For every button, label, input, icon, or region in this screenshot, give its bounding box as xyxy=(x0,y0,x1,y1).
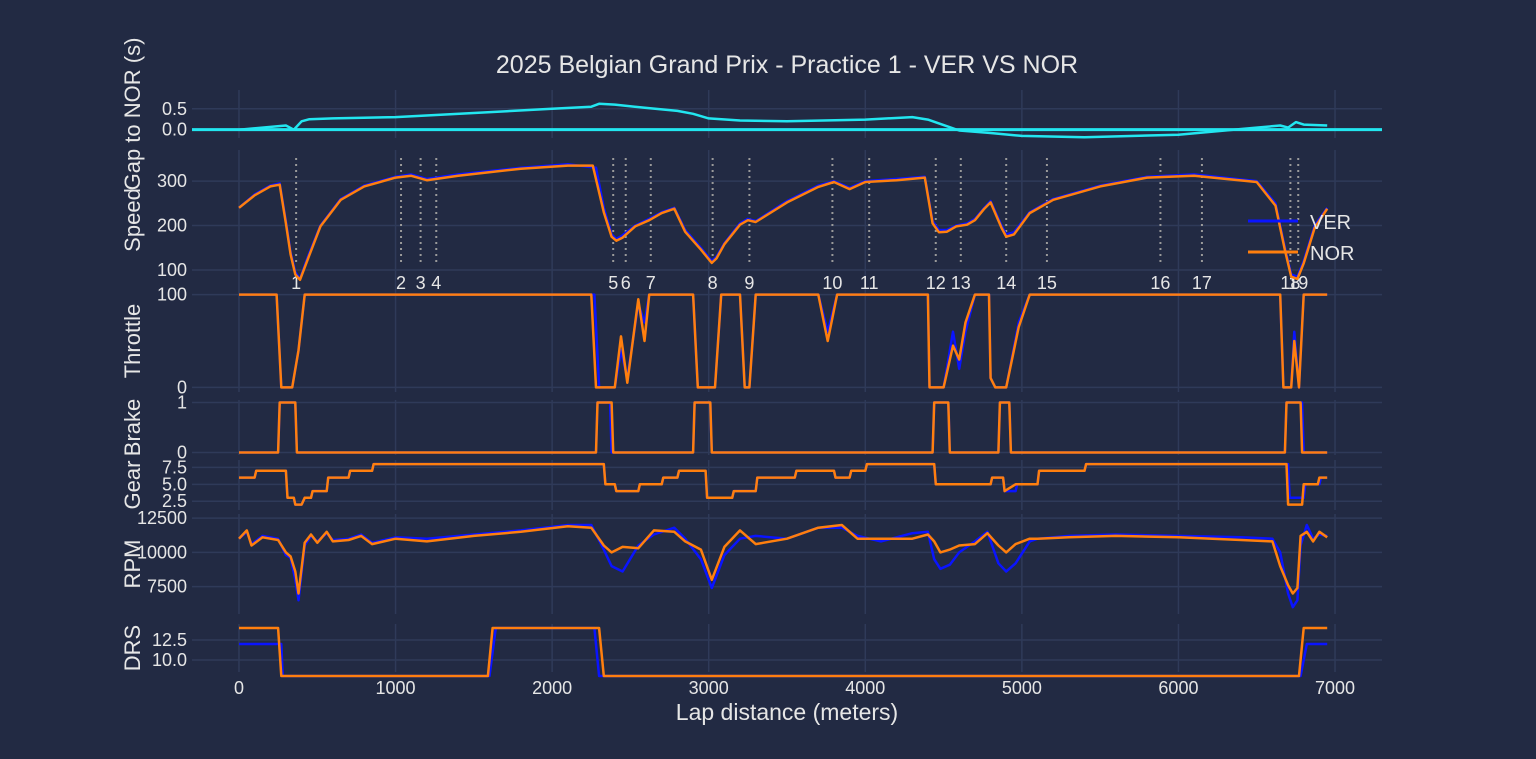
panel-gear: 2.55.07.5 Gear xyxy=(120,457,1382,511)
panel-rpm: 7500 10000 12500 RPM xyxy=(120,508,1382,614)
corner-label: 16 xyxy=(1150,273,1170,293)
corner-label: 15 xyxy=(1037,273,1057,293)
gap-ytick-label: 0.5 xyxy=(162,99,187,119)
x-tick-label: 1000 xyxy=(376,678,416,698)
ver-drs-line xyxy=(239,626,1328,678)
throttle-axis-label: Throttle xyxy=(120,304,145,379)
drs-ytick-label: 12.5 xyxy=(152,630,187,650)
corner-label: 11 xyxy=(860,273,879,293)
gap-gap-line xyxy=(238,102,1328,139)
legend-label-ver: VER xyxy=(1310,212,1351,234)
legend: VER NOR xyxy=(1248,212,1354,265)
x-tick-label: 2000 xyxy=(532,678,572,698)
nor-gear-line xyxy=(239,462,1328,506)
corner-label: 2 xyxy=(396,273,406,293)
rpm-axis-label: RPM xyxy=(120,540,145,589)
gear-axis-label: Gear xyxy=(120,461,145,510)
x-tick-label: 4000 xyxy=(845,678,885,698)
legend-label-nor: NOR xyxy=(1310,243,1354,265)
x-tick-label: 6000 xyxy=(1158,678,1198,698)
x-tick-label: 3000 xyxy=(689,678,729,698)
x-axis: 0 1000 2000 3000 4000 5000 6000 7000 xyxy=(234,678,1355,698)
rpm-ytick-label: 10000 xyxy=(137,542,187,562)
gear-ytick-label: 2.5 xyxy=(162,491,187,511)
drs-axis-label: DRS xyxy=(120,625,145,671)
brake-ytick-label: 1 xyxy=(177,393,187,413)
nor-rpm-line xyxy=(238,523,1328,595)
brake-ytick-label: 0 xyxy=(177,443,187,463)
corner-label: 1 xyxy=(291,273,301,293)
gap-ytick-label: 0.0 xyxy=(162,120,187,140)
brake-axis-label: Brake xyxy=(120,399,145,456)
rpm-ytick-label: 12500 xyxy=(137,508,187,528)
speed-ytick-label: 100 xyxy=(157,260,187,280)
x-tick-label: 0 xyxy=(234,678,244,698)
nor-brake-line xyxy=(239,401,1328,454)
throttle-ytick-label: 100 xyxy=(157,285,187,305)
panel-throttle: 0 100 Throttle xyxy=(120,285,1382,397)
x-tick-label: 7000 xyxy=(1315,678,1355,698)
nor-drs-line xyxy=(239,626,1328,678)
rpm-ytick-label: 7500 xyxy=(147,577,187,597)
panel-gap: 0.00.5 Gap to NOR (s) xyxy=(120,38,1382,191)
throttle-ytick-label: 0 xyxy=(177,377,187,397)
corner-label: 3 xyxy=(416,273,426,293)
corner-label: 13 xyxy=(951,273,971,293)
gear-ytick-label: 7.5 xyxy=(162,457,187,477)
panel-drs: 10.012.5 DRS xyxy=(120,624,1382,678)
speed-ytick-label: 300 xyxy=(157,171,187,191)
ver-brake-line xyxy=(239,401,1328,454)
corner-label: 12 xyxy=(926,273,946,293)
drs-ytick-label: 10.0 xyxy=(152,650,187,670)
corner-label: 10 xyxy=(822,273,842,293)
corner-label: 4 xyxy=(431,273,441,293)
x-tick-label: 5000 xyxy=(1002,678,1042,698)
gear-ytick-label: 5.0 xyxy=(162,474,187,494)
corner-label: 6 xyxy=(621,273,631,293)
ver-throttle-line xyxy=(239,293,1328,389)
corner-label: 8 xyxy=(708,273,718,293)
speed-axis-label: Speed xyxy=(120,188,145,252)
corner-label: 9 xyxy=(744,273,754,293)
speed-ytick-label: 200 xyxy=(157,216,187,236)
chart-title: 2025 Belgian Grand Prix - Practice 1 - V… xyxy=(496,51,1078,79)
gap-axis-label: Gap to NOR (s) xyxy=(120,38,145,191)
corner-label: 17 xyxy=(1192,273,1212,293)
corner-label: 14 xyxy=(996,273,1016,293)
corner-label: 7 xyxy=(646,273,656,293)
x-axis-label: Lap distance (meters) xyxy=(676,699,898,725)
nor-speed-line xyxy=(238,164,1329,282)
panel-brake: 0 1 Brake xyxy=(120,393,1382,463)
nor-throttle-line xyxy=(239,293,1328,389)
corner-label: 5 xyxy=(608,273,618,293)
